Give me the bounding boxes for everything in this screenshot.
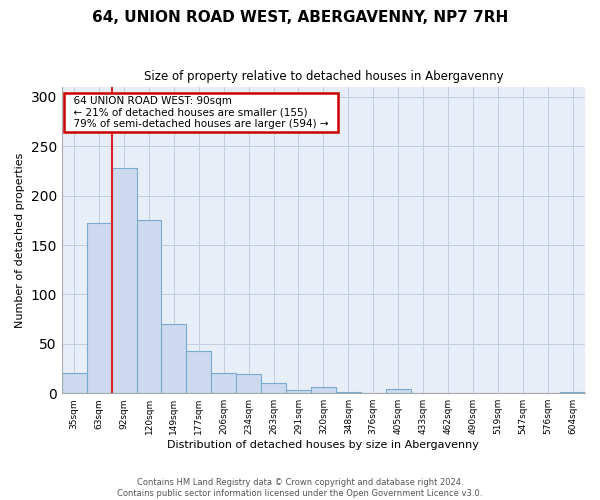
- Bar: [112, 168, 137, 393]
- Title: Size of property relative to detached houses in Abergavenny: Size of property relative to detached ho…: [143, 70, 503, 83]
- Bar: [236, 374, 261, 393]
- Text: 64 UNION ROAD WEST: 90sqm
  ← 21% of detached houses are smaller (155)
  79% of : 64 UNION ROAD WEST: 90sqm ← 21% of detac…: [67, 96, 335, 130]
- Bar: [87, 224, 112, 393]
- Bar: [386, 390, 410, 393]
- Bar: [62, 374, 87, 393]
- Text: Contains HM Land Registry data © Crown copyright and database right 2024.
Contai: Contains HM Land Registry data © Crown c…: [118, 478, 482, 498]
- Bar: [187, 350, 211, 393]
- X-axis label: Distribution of detached houses by size in Abergavenny: Distribution of detached houses by size …: [167, 440, 479, 450]
- Bar: [161, 324, 187, 393]
- Bar: [137, 220, 161, 393]
- Text: 64, UNION ROAD WEST, ABERGAVENNY, NP7 7RH: 64, UNION ROAD WEST, ABERGAVENNY, NP7 7R…: [92, 10, 508, 25]
- Bar: [560, 392, 585, 393]
- Y-axis label: Number of detached properties: Number of detached properties: [15, 152, 25, 328]
- Bar: [261, 384, 286, 393]
- Bar: [311, 388, 336, 393]
- Bar: [336, 392, 361, 393]
- Bar: [286, 390, 311, 393]
- Bar: [211, 374, 236, 393]
